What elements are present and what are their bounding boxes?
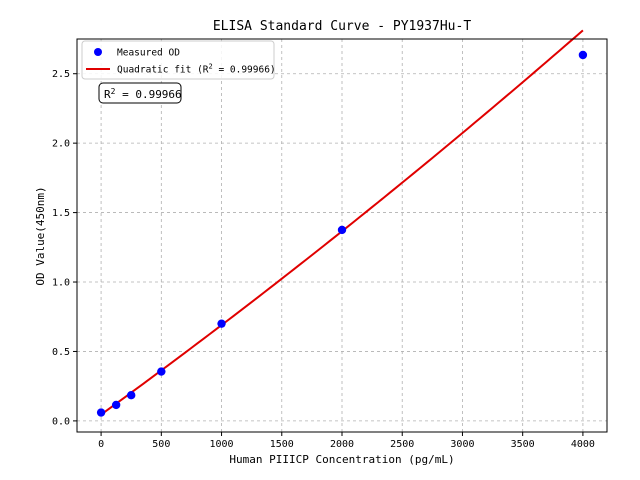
x-tick-label: 2000 — [330, 439, 354, 450]
grid — [77, 39, 607, 432]
x-tick-label: 0 — [98, 439, 104, 450]
y-axis-label: OD Value(450nm) — [34, 186, 47, 285]
legend-fit-base: Quadratic fit (R — [117, 65, 209, 76]
x-tick-label: 3500 — [511, 439, 535, 450]
y-tick-label: 1.0 — [52, 278, 70, 289]
legend-label-measured: Measured OD — [117, 48, 180, 59]
x-tick-label: 2500 — [390, 439, 414, 450]
annotation-text: R2 = 0.99966 — [104, 87, 182, 101]
axis-ticks: 0 500 1000 1500 2000 2500 3000 3500 4000 0.0 0.5 1.… — [52, 69, 595, 450]
x-tick-label: 4000 — [571, 439, 595, 450]
data-point — [217, 319, 226, 328]
y-tick-label: 2.0 — [52, 139, 70, 150]
y-tick-label: 0.5 — [52, 347, 70, 358]
plot-area — [96, 29, 588, 417]
data-point — [127, 390, 136, 400]
legend-fit-tail: = 0.99966) — [213, 65, 276, 76]
annotation-base: R — [104, 88, 111, 101]
r-squared-annotation: R2 = 0.99966 — [98, 82, 182, 104]
legend-marker-measured — [94, 48, 102, 56]
x-tick-label: 1000 — [209, 439, 233, 450]
annotation-tail: = 0.99966 — [115, 88, 181, 101]
x-tick-label: 1500 — [270, 439, 294, 450]
data-point — [157, 367, 166, 376]
data-point — [111, 400, 121, 410]
data-point — [96, 408, 106, 417]
legend: Measured OD Quadratic fit (R2 = 0.99966) — [81, 40, 276, 80]
data-point — [578, 50, 588, 60]
legend-fit-sup: 2 — [209, 63, 213, 71]
data-point — [337, 225, 347, 235]
legend-box — [81, 40, 275, 80]
x-tick-label: 3000 — [450, 439, 474, 450]
chart-title: ELISA Standard Curve - PY1937Hu-T — [213, 19, 471, 34]
legend-label-fit: Quadratic fit (R2 = 0.99966) — [117, 63, 276, 76]
y-tick-label: 0.0 — [52, 416, 70, 427]
x-tick-label: 500 — [152, 439, 170, 450]
annotation-box — [98, 82, 182, 104]
annotation-sup: 2 — [111, 87, 116, 96]
x-axis-label: Human PIIICP Concentration (pg/mL) — [229, 453, 454, 466]
y-tick-label: 1.5 — [52, 208, 70, 219]
y-tick-label: 2.5 — [52, 69, 70, 80]
